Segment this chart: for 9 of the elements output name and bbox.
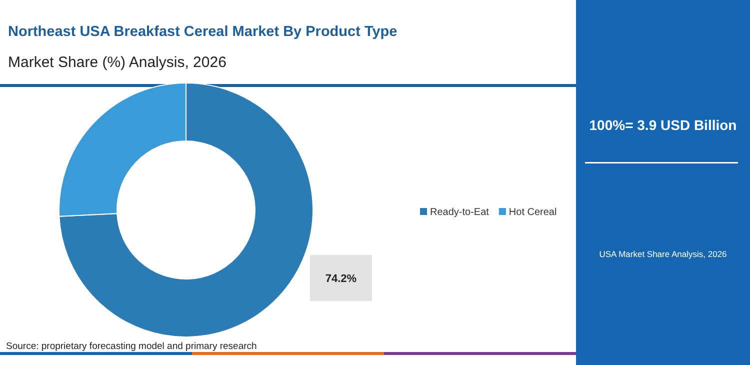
legend-label: Ready-to-Eat [430,207,490,218]
chart-subtitle: Market Share (%) Analysis, 2026 [8,54,226,71]
source-note: Source: proprietary forecasting model and primary research [6,341,257,352]
data-label: 74.2% [325,273,357,285]
donut-slice [58,82,314,338]
legend-label: Hot Cereal [508,207,557,218]
text: USA Market Share Analysis, 2026 [599,249,728,259]
text: 100%= 3.9 USD Billion [589,117,737,133]
chart-title: Northeast USA Breakfast Cereal Market By Product Type [8,24,398,40]
